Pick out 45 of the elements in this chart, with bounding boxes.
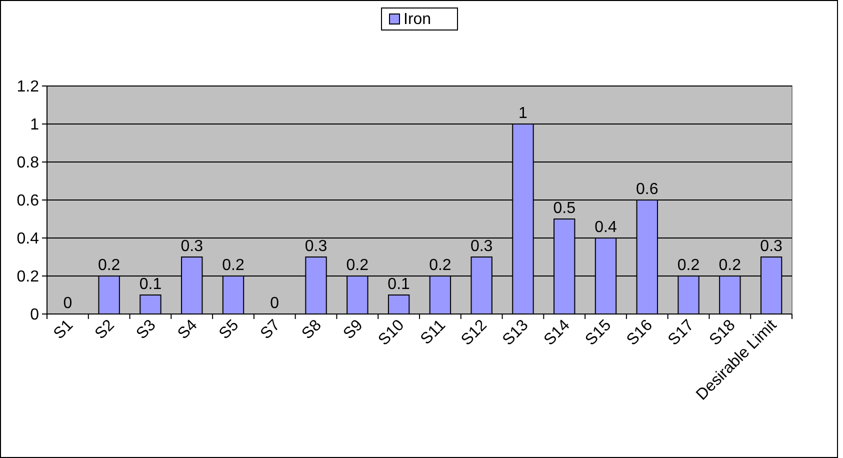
data-label: 0.3 xyxy=(760,238,783,255)
x-tick-label: S2 xyxy=(92,316,118,343)
legend-label: Iron xyxy=(404,11,432,28)
bar xyxy=(388,294,410,314)
data-label: 0.6 xyxy=(636,181,658,198)
data-label: 0.2 xyxy=(222,257,244,274)
x-tick-label: S5 xyxy=(216,316,242,343)
data-label: 0.2 xyxy=(718,257,742,274)
data-label: 0.5 xyxy=(553,200,576,217)
x-tick-label: S10 xyxy=(375,316,408,349)
y-tick-label: 1 xyxy=(30,116,40,134)
y-tick-label: 1.2 xyxy=(16,78,40,96)
data-label: 0.2 xyxy=(346,257,369,274)
x-tick-label: S7 xyxy=(258,316,284,343)
bar xyxy=(140,294,162,314)
x-tick-label: S3 xyxy=(133,316,160,343)
x-tick-label: S11 xyxy=(418,316,450,348)
x-tick-label: S9 xyxy=(340,316,366,343)
x-tick-label: S16 xyxy=(624,316,656,349)
x-tick-label: S15 xyxy=(582,316,615,349)
x-tick-label: S8 xyxy=(298,316,325,343)
y-tick-label: 0.8 xyxy=(16,154,40,172)
x-tick-label: S1 xyxy=(50,316,77,343)
data-label: 0.1 xyxy=(388,276,410,293)
y-tick-label: 0.6 xyxy=(16,192,40,210)
x-tick-label: S17 xyxy=(665,316,698,349)
y-tick-label: 0 xyxy=(30,306,40,324)
data-label: 0.4 xyxy=(594,219,617,236)
data-label: 0 xyxy=(270,295,280,312)
y-tick-label: 0.2 xyxy=(16,268,40,286)
data-label: 0 xyxy=(63,295,72,312)
x-tick-label: S13 xyxy=(500,316,532,349)
data-label: 0.3 xyxy=(304,238,328,255)
x-tick-label: S14 xyxy=(541,316,574,349)
data-label: 0.1 xyxy=(139,276,162,293)
x-tick-label: S18 xyxy=(706,316,739,349)
data-label: 0.3 xyxy=(180,238,204,255)
data-label: 0.2 xyxy=(677,257,700,274)
x-tick-label: S4 xyxy=(174,316,201,343)
data-label: 1 xyxy=(518,105,528,122)
data-label: 0.2 xyxy=(429,257,452,274)
y-tick-label: 0.4 xyxy=(16,230,40,248)
data-label: 0.3 xyxy=(470,238,493,255)
data-label: 0.2 xyxy=(98,257,120,274)
x-tick-label: S12 xyxy=(458,316,490,349)
